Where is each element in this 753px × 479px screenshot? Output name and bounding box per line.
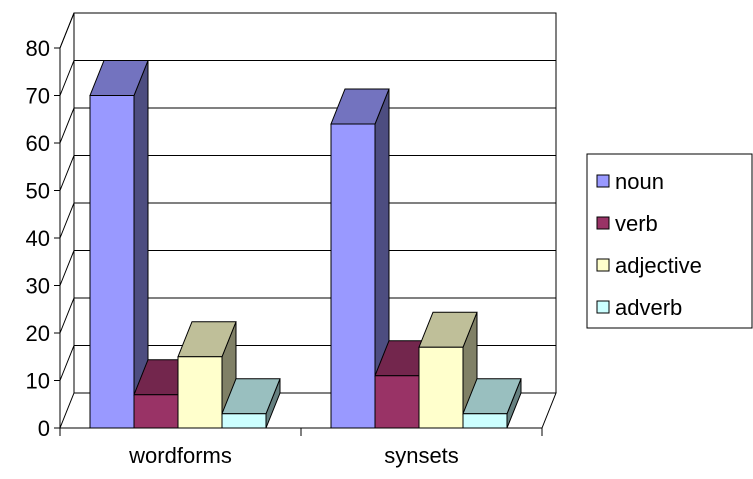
legend-swatch-adverb [596,300,610,314]
gridline [59,107,556,144]
gridline [59,250,556,286]
legend-box [586,153,753,329]
bar-adverb [462,413,508,429]
bar-adverb [221,413,267,429]
legend-label-adjective: adjective [615,253,702,278]
y-tick-label: 60 [26,131,50,156]
bar-adjective [177,356,223,429]
bar-noun [89,95,135,429]
y-tick-label: 50 [26,179,50,204]
gridline [59,60,556,96]
bar-verb [133,394,179,429]
gridline [59,297,556,334]
y-tick-label: 40 [26,226,50,251]
legend-label-verb: verb [615,211,658,236]
bar-noun [330,123,376,429]
gridline [59,155,556,191]
x-tick-label: wordforms [128,443,232,468]
y-tick-label: 30 [26,274,50,299]
legend-swatch-verb [596,216,610,230]
legend-swatch-noun [596,174,610,188]
bar-verb [374,375,420,429]
y-tick-label: 70 [26,84,50,109]
y-tick-label: 20 [26,321,50,346]
y-tick-label: 80 [26,36,50,61]
gridline [59,12,556,49]
legend-label-adverb: adverb [615,295,682,320]
gridline [59,202,556,239]
legend-swatch-adjective [596,258,610,272]
y-tick-label: 10 [26,369,50,394]
y-tick-label: 0 [38,416,50,441]
bar-adjective [418,346,464,429]
legend-label-noun: noun [615,169,664,194]
x-tick-label: synsets [384,443,459,468]
